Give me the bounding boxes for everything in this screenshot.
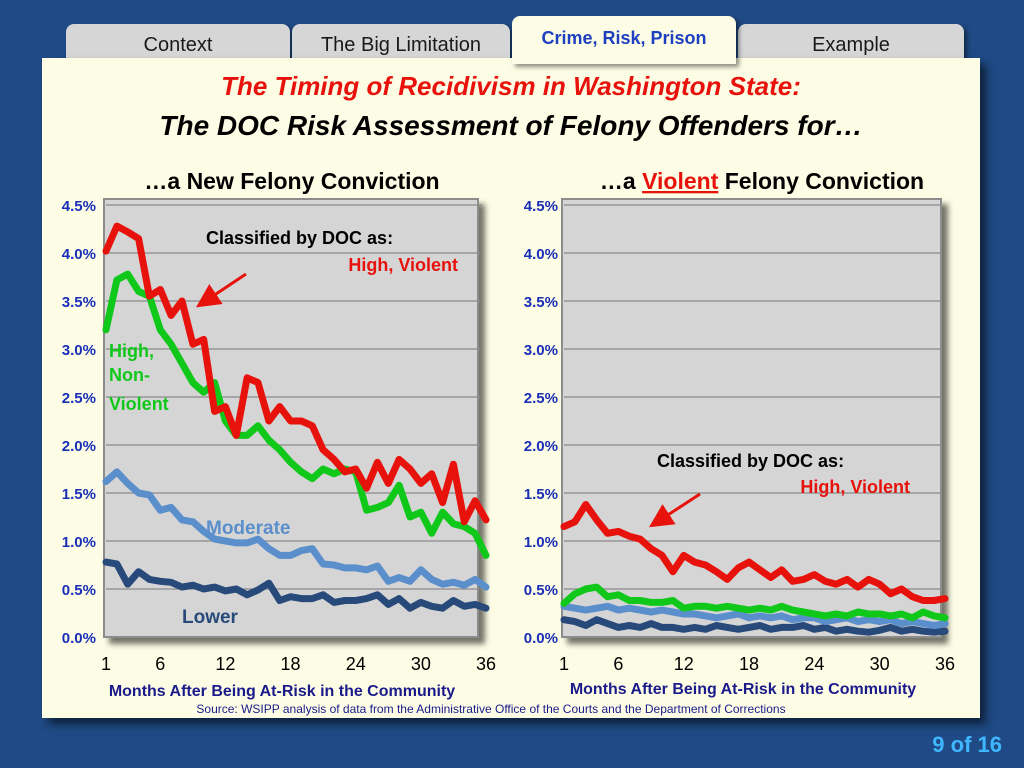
y-tick-label: 0.0% (62, 630, 96, 647)
y-tick-label: 0.5% (524, 582, 558, 599)
y-tick-label: 1.0% (62, 534, 96, 551)
x-tick-labels-left: 1 6 12 18 24 30 36 (101, 654, 496, 674)
label-high-nonviolent: High, Non- Violent (109, 341, 169, 414)
arrow-left (196, 272, 247, 308)
x-tick-label: 1 (101, 654, 111, 674)
y-tick-label: 3.0% (524, 342, 558, 359)
annotation-classified-right: Classified by DOC as: (657, 451, 844, 471)
series-line-moderate (102, 468, 490, 591)
series-group-left (102, 222, 490, 612)
x-tick-label: 18 (281, 654, 301, 674)
y-tick-labels-right: 0.0% 0.5% 1.0% 1.5% 2.0% 2.5% 3.0% 3.5% 4.0% 4.5% (524, 198, 558, 647)
y-tick-label: 2.5% (524, 390, 558, 407)
x-tick-label: 24 (804, 654, 824, 674)
y-tick-label: 4.5% (62, 198, 96, 215)
x-tick-label: 1 (559, 654, 569, 674)
x-tick-label: 12 (215, 654, 235, 674)
page-indicator: 9 of 16 (932, 732, 1002, 757)
y-tick-label: 3.5% (524, 294, 558, 311)
label-high-nonviolent-line-2: Non- (109, 365, 150, 385)
slide-title-line-1: The Timing of Recidivism in Washington S… (221, 71, 801, 101)
y-tick-label: 2.5% (62, 390, 96, 407)
series-line-high-non-violent (102, 270, 490, 559)
series-line-moderate (560, 602, 949, 629)
series-line-high-violent (102, 222, 490, 526)
annotation-classified-left: Classified by DOC as: (206, 228, 393, 248)
y-tick-label: 4.5% (524, 198, 558, 215)
y-tick-label: 1.5% (524, 486, 558, 503)
y-tick-label: 4.0% (62, 246, 96, 263)
y-tick-label: 2.0% (62, 438, 96, 455)
grid-lines-right (564, 204, 941, 590)
x-tick-label: 12 (674, 654, 694, 674)
chart-title-part-3: Felony Conviction (718, 168, 924, 194)
x-tick-label: 36 (935, 654, 955, 674)
chart-new-felony: 0.0% 0.5% 1.0% 1.5% 2.0% 2.5% 3.0% 3.5% 4.0% 4.5%… (62, 168, 496, 700)
tab-crime-risk-prison[interactable]: Crime, Risk, Prison (512, 16, 736, 64)
x-axis-label-right: Months After Being At-Risk in the Commun… (570, 681, 916, 698)
x-tick-label: 24 (346, 654, 366, 674)
plot-area-right (561, 198, 942, 638)
chart-title-new-felony: …a New Felony Conviction (144, 168, 439, 194)
chart-violent-felony: 0.0% 0.5% 1.0% 1.5% 2.0% 2.5% 3.0% 3.5% 4.0% 4.5%… (524, 168, 955, 698)
chart-title-violent-felony: …a Violent Felony Conviction (600, 168, 924, 194)
chart-title-violent-word: Violent (642, 168, 719, 194)
series-line-high-violent (560, 501, 949, 604)
y-tick-labels-left: 0.0% 0.5% 1.0% 1.5% 2.0% 2.5% 3.0% 3.5% 4.0% 4.5% (62, 198, 96, 647)
y-tick-label: 0.0% (524, 630, 558, 647)
series-line-lower (560, 616, 949, 636)
source-note: Source: WSIPP analysis of data from the … (196, 702, 785, 716)
arrow-right (648, 492, 701, 528)
label-moderate: Moderate (206, 518, 290, 539)
x-tick-label: 6 (155, 654, 165, 674)
y-tick-label: 3.5% (62, 294, 96, 311)
x-tick-label: 6 (613, 654, 623, 674)
slide-title-line-2: The DOC Risk Assessment of Felony Offend… (159, 110, 863, 141)
label-high-nonviolent-line-3: Violent (109, 394, 169, 414)
label-lower: Lower (182, 607, 239, 628)
x-tick-label: 36 (476, 654, 496, 674)
y-tick-label: 4.0% (524, 246, 558, 263)
annotation-high-violent-left: High, Violent (348, 255, 458, 275)
chart-title-part-1: …a (600, 168, 642, 194)
x-tick-label: 30 (411, 654, 431, 674)
x-tick-label: 30 (870, 654, 890, 674)
series-line-high-non-violent (560, 583, 949, 622)
x-axis-label-left: Months After Being At-Risk in the Commun… (109, 683, 455, 700)
charts-area: 0.0% 0.5% 1.0% 1.5% 2.0% 2.5% 3.0% 3.5% 4.0% 4.5%… (62, 168, 955, 716)
annotation-high-violent-right: High, Violent (800, 477, 910, 497)
slide-panel: The Timing of Recidivism in Washington S… (42, 58, 980, 718)
y-tick-label: 0.5% (62, 582, 96, 599)
series-line-lower (102, 558, 490, 612)
label-high-nonviolent-line-1: High, (109, 341, 154, 361)
y-tick-label: 1.0% (524, 534, 558, 551)
x-tick-labels-right: 1 6 12 18 24 30 36 (559, 654, 955, 674)
y-tick-label: 1.5% (62, 486, 96, 503)
y-tick-label: 2.0% (524, 438, 558, 455)
y-tick-label: 3.0% (62, 342, 96, 359)
x-tick-label: 18 (739, 654, 759, 674)
series-group-right (560, 501, 949, 636)
